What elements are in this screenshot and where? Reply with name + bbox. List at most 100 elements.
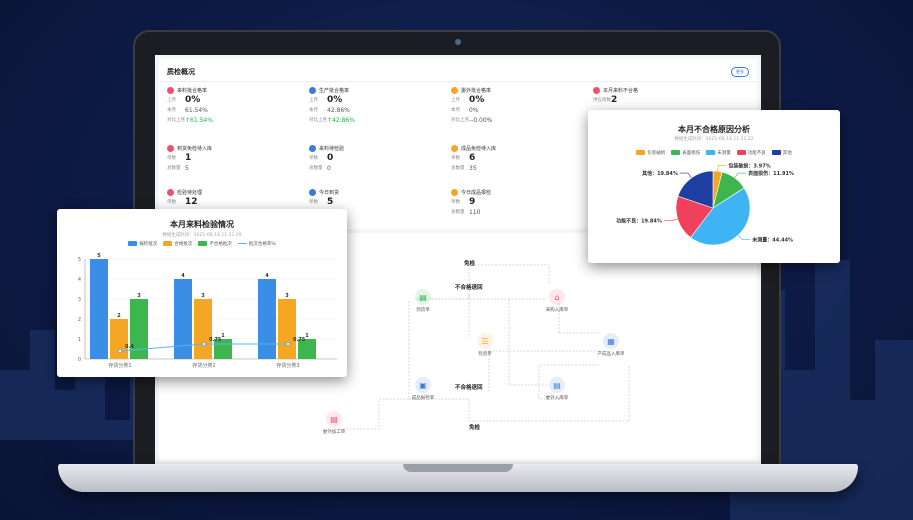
bar[interactable] [278,299,296,359]
legend-swatch [128,241,138,246]
stat-row-label: 本月 [451,108,460,113]
stat-row: 总数量 110 [451,207,591,217]
stat-row-label: 上月 [451,98,460,103]
legend-label: 未测量 [717,151,731,156]
pie-slice[interactable] [690,187,751,246]
stat-row-value: 0 [327,153,334,163]
flow-node-jianyan[interactable]: ☰ 检验单 [465,333,505,357]
y-tick-label: 2 [78,317,81,323]
stat-row-label: 总数量 [309,166,323,171]
flow-node-chengpin[interactable]: ▣ 成品报检单 [403,377,443,401]
legend-label: 功能不良 [747,151,766,156]
legend-label: 包装破损 [647,151,666,156]
stat-row-label: 单数 [309,156,318,161]
bar-data-label: 1 [221,333,225,339]
stat-title-text: 成品免检待入库 [461,145,497,152]
stat-card: 本月来料不合格 供应商数 2 [593,85,733,105]
legend-item[interactable]: 表面损伤 [671,150,700,156]
stat-title: 生产批合格率 [309,85,449,95]
bar[interactable] [174,279,192,359]
stat-card: 来料待检验单数 0 总数量 0 [309,143,449,173]
bar-data-label: 4 [265,273,269,279]
rate-point[interactable] [118,349,122,353]
bar[interactable] [90,259,108,359]
stat-row-value: 0 [327,164,331,172]
stat-title-text: 今日成品报检 [461,189,492,196]
flow-node-label: 委外加工单 [322,430,346,435]
bar[interactable] [130,299,148,359]
stat-row: 单数 12 [167,197,307,207]
stat-row-label: 本月 [167,108,176,113]
pie-data-label: 包装破损：3.97% [728,162,770,169]
stat-row-value: 2 [611,95,618,105]
legend-item[interactable]: 不合格批次 [198,241,232,247]
clipboard-icon [451,144,458,152]
pie-leader-line [737,234,751,240]
stat-card: 来料批合格率 上月 0% 本月 61.54% 对比上月 ↑61.54% [167,85,307,125]
stat-row: 对比上月 ↑61.54% [167,115,307,125]
bar-data-label: 3 [285,293,289,299]
legend-label: 批次合格率% [248,242,276,247]
stat-row-label: 供应商数 [593,98,611,103]
stat-row: 本月 61.54% [167,105,307,115]
stat-row-value: 0% [469,95,485,105]
legend-swatch [736,150,746,155]
rate-data-label: 0.75 [209,337,222,343]
stat-title-text: 今日到货 [319,189,340,196]
stat-title-text: 到货免检待入库 [177,145,213,152]
legend-label: 报检批次 [139,242,158,247]
y-tick-label: 3 [78,297,81,303]
legend-label: 表面损伤 [682,151,701,156]
rate-data-label: 0.75 [293,337,306,343]
legend-swatch [771,150,781,155]
legend-item[interactable]: 功能不良 [736,150,766,156]
stat-row-label: 总数量 [167,166,181,171]
stat-row: 单数 6 [451,153,591,163]
bar[interactable] [258,279,276,359]
stat-row-label: 本月 [309,108,318,113]
stat-row-value: ↑61.54% [185,116,213,124]
pie-chart-subtitle: 数据生成时间：2021-06-18 11:21:22 [674,137,754,142]
pie-leader-line [663,218,678,221]
more-button[interactable]: 更多 [731,67,749,77]
flow-node-weiwai[interactable]: ▤ 委外入库单 [537,377,577,401]
rate-point[interactable] [202,342,206,346]
y-tick-label: 0 [78,357,81,363]
stat-row: 本月 0% [451,105,591,115]
divider [159,81,757,82]
panel-title: 质检概况 [167,68,195,76]
bar-data-label: 3 [137,293,141,299]
flow-node-daohuo[interactable]: ▤ 到货单 [403,289,443,313]
stat-row: 总数量 35 [451,163,591,173]
bar[interactable] [110,319,128,359]
bar[interactable] [298,339,316,359]
legend-item[interactable]: 未测量 [706,150,731,156]
clipboard-icon [593,86,600,94]
stat-row-label: 总数量 [451,166,465,171]
stat-title-text: 生产批合格率 [319,87,350,94]
stat-title-text: 来料批合格率 [177,87,208,94]
flow-node-jiagong[interactable]: ▤ 委外加工单 [314,411,354,435]
legend-item[interactable]: 报检批次 [128,241,157,247]
stat-row: 供应商数 2 [593,95,733,105]
flow-node-label: 委外入库单 [545,396,569,401]
legend-item[interactable]: 批次合格率% [237,241,276,247]
pie-slice[interactable] [675,195,714,238]
legend-item[interactable]: 合格批次 [163,241,192,247]
legend-item[interactable]: 其他 [771,150,792,156]
clipboard-icon [309,144,316,152]
rate-point[interactable] [286,342,290,346]
stat-title: 检验待处理 [167,187,307,197]
stat-row-value: ↑42.86% [327,116,355,124]
stat-title: 来料待检验 [309,143,449,153]
pie-leader-line [717,165,727,172]
boxes-icon: ▦ [603,333,619,349]
stat-row-label: 单数 [167,156,176,161]
flow-node-chanchengpin[interactable]: ▦ 产成品入库单 [591,333,631,357]
bar[interactable] [194,299,212,359]
flow-node-caigou[interactable]: ⌂ 采购入库单 [537,289,577,313]
legend-swatch [706,150,716,155]
legend-item[interactable]: 包装破损 [636,150,665,156]
stat-title-text: 本月来料不合格 [603,87,639,94]
stat-title: 到货免检待入库 [167,143,307,153]
